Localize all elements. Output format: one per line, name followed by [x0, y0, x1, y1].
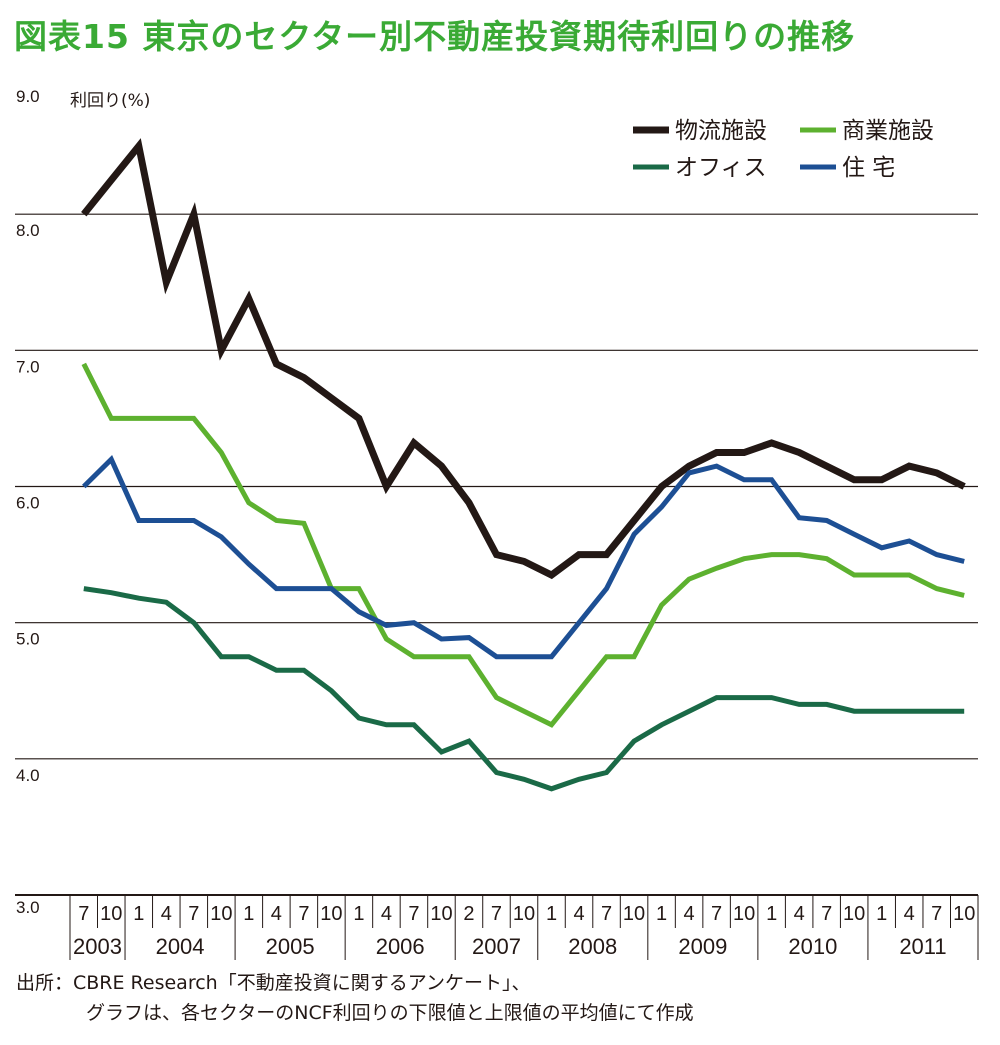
- year-label: 2010: [788, 934, 837, 959]
- x-tick-label: 7: [188, 903, 199, 925]
- x-tick-label: 4: [161, 903, 172, 925]
- x-tick-label: 4: [381, 903, 392, 925]
- x-tick-label: 4: [573, 903, 584, 925]
- source-line-1: 出所：CBRE Research「不動産投資に関するアンケート」、: [16, 972, 531, 994]
- year-label: 2003: [73, 934, 122, 959]
- year-label: 2005: [266, 934, 315, 959]
- x-tick-label: 1: [546, 903, 557, 925]
- x-tick-label: 7: [78, 903, 89, 925]
- x-tick-label: 1: [876, 903, 887, 925]
- x-tick-label: 7: [711, 903, 722, 925]
- y-tick-label: 6.0: [16, 494, 40, 513]
- year-label: 2004: [156, 934, 205, 959]
- x-tick-label: 7: [601, 903, 612, 925]
- y-tick-label: 7.0: [16, 357, 40, 376]
- x-tick-label: 4: [904, 903, 915, 925]
- x-tick-label: 4: [684, 903, 695, 925]
- series-line: [81, 138, 966, 580]
- series-line: [83, 586, 965, 792]
- x-axis: 7 10 1 4 7 10 1 4 7 10 1 4 7 10 2 7 10 1 4 7 10 1 4 7 10 1 4 7 10 1 4 7…: [15, 894, 979, 960]
- y-axis-ticks: 9.0 8.0 7.0 6.0 5.0 4.0 3.0: [16, 87, 40, 917]
- grid: [15, 213, 978, 760]
- x-tick-label: 10: [210, 903, 232, 925]
- series-lines: [81, 138, 966, 792]
- x-tick-label: 4: [794, 903, 805, 925]
- page-title: 図表15 東京のセクター別不動産投資期待利回りの推移: [14, 17, 856, 56]
- y-tick-label: 9.0: [16, 87, 40, 106]
- legend-label: 物流施設: [675, 118, 767, 144]
- x-tick-label: 10: [430, 903, 452, 925]
- x-tick-label: 1: [353, 903, 364, 925]
- year-label: 2009: [678, 934, 727, 959]
- source-note: 出所：CBRE Research「不動産投資に関するアンケート」、 グラフは、各…: [16, 968, 694, 1028]
- x-tick-label: 10: [623, 903, 645, 925]
- x-tick-label: 1: [656, 903, 667, 925]
- source-line-2: グラフは、各セクターのNCF利回りの下限値と上限値の平均値にて作成: [86, 1002, 694, 1024]
- x-tick-label: 10: [100, 903, 122, 925]
- x-tick-label: 1: [243, 903, 254, 925]
- x-tick-label: 10: [320, 903, 342, 925]
- x-tick-label: 7: [931, 903, 942, 925]
- y-axis-label: 利回り(%): [70, 91, 150, 111]
- y-tick-label: 8.0: [16, 221, 40, 240]
- x-tick-label: 7: [408, 903, 419, 925]
- year-label: 2006: [376, 934, 425, 959]
- legend-label: オフィス: [675, 155, 767, 181]
- year-label: 2008: [568, 934, 617, 959]
- x-tick-label: 2: [463, 903, 474, 925]
- x-tick-label: 7: [821, 903, 832, 925]
- year-label: 2011: [899, 934, 946, 959]
- x-tick-label: 4: [271, 903, 282, 925]
- x-tick-label: 10: [953, 903, 975, 925]
- x-tick-label: 7: [298, 903, 309, 925]
- year-label: 2007: [472, 934, 521, 959]
- x-tick-label: 10: [843, 903, 865, 925]
- legend-label: 住 宅: [842, 155, 895, 181]
- x-tick-label: 10: [513, 903, 535, 925]
- y-tick-label: 4.0: [16, 766, 40, 785]
- x-tick-label: 10: [733, 903, 755, 925]
- y-tick-label: 5.0: [16, 630, 40, 649]
- x-tick-label: 1: [766, 903, 777, 925]
- series-line: [82, 454, 965, 660]
- x-tick-label: 1: [133, 903, 144, 925]
- legend-label: 商業施設: [842, 118, 934, 144]
- series-line: [81, 362, 965, 728]
- y-tick-label: 3.0: [16, 898, 40, 917]
- x-tick-label: 7: [491, 903, 502, 925]
